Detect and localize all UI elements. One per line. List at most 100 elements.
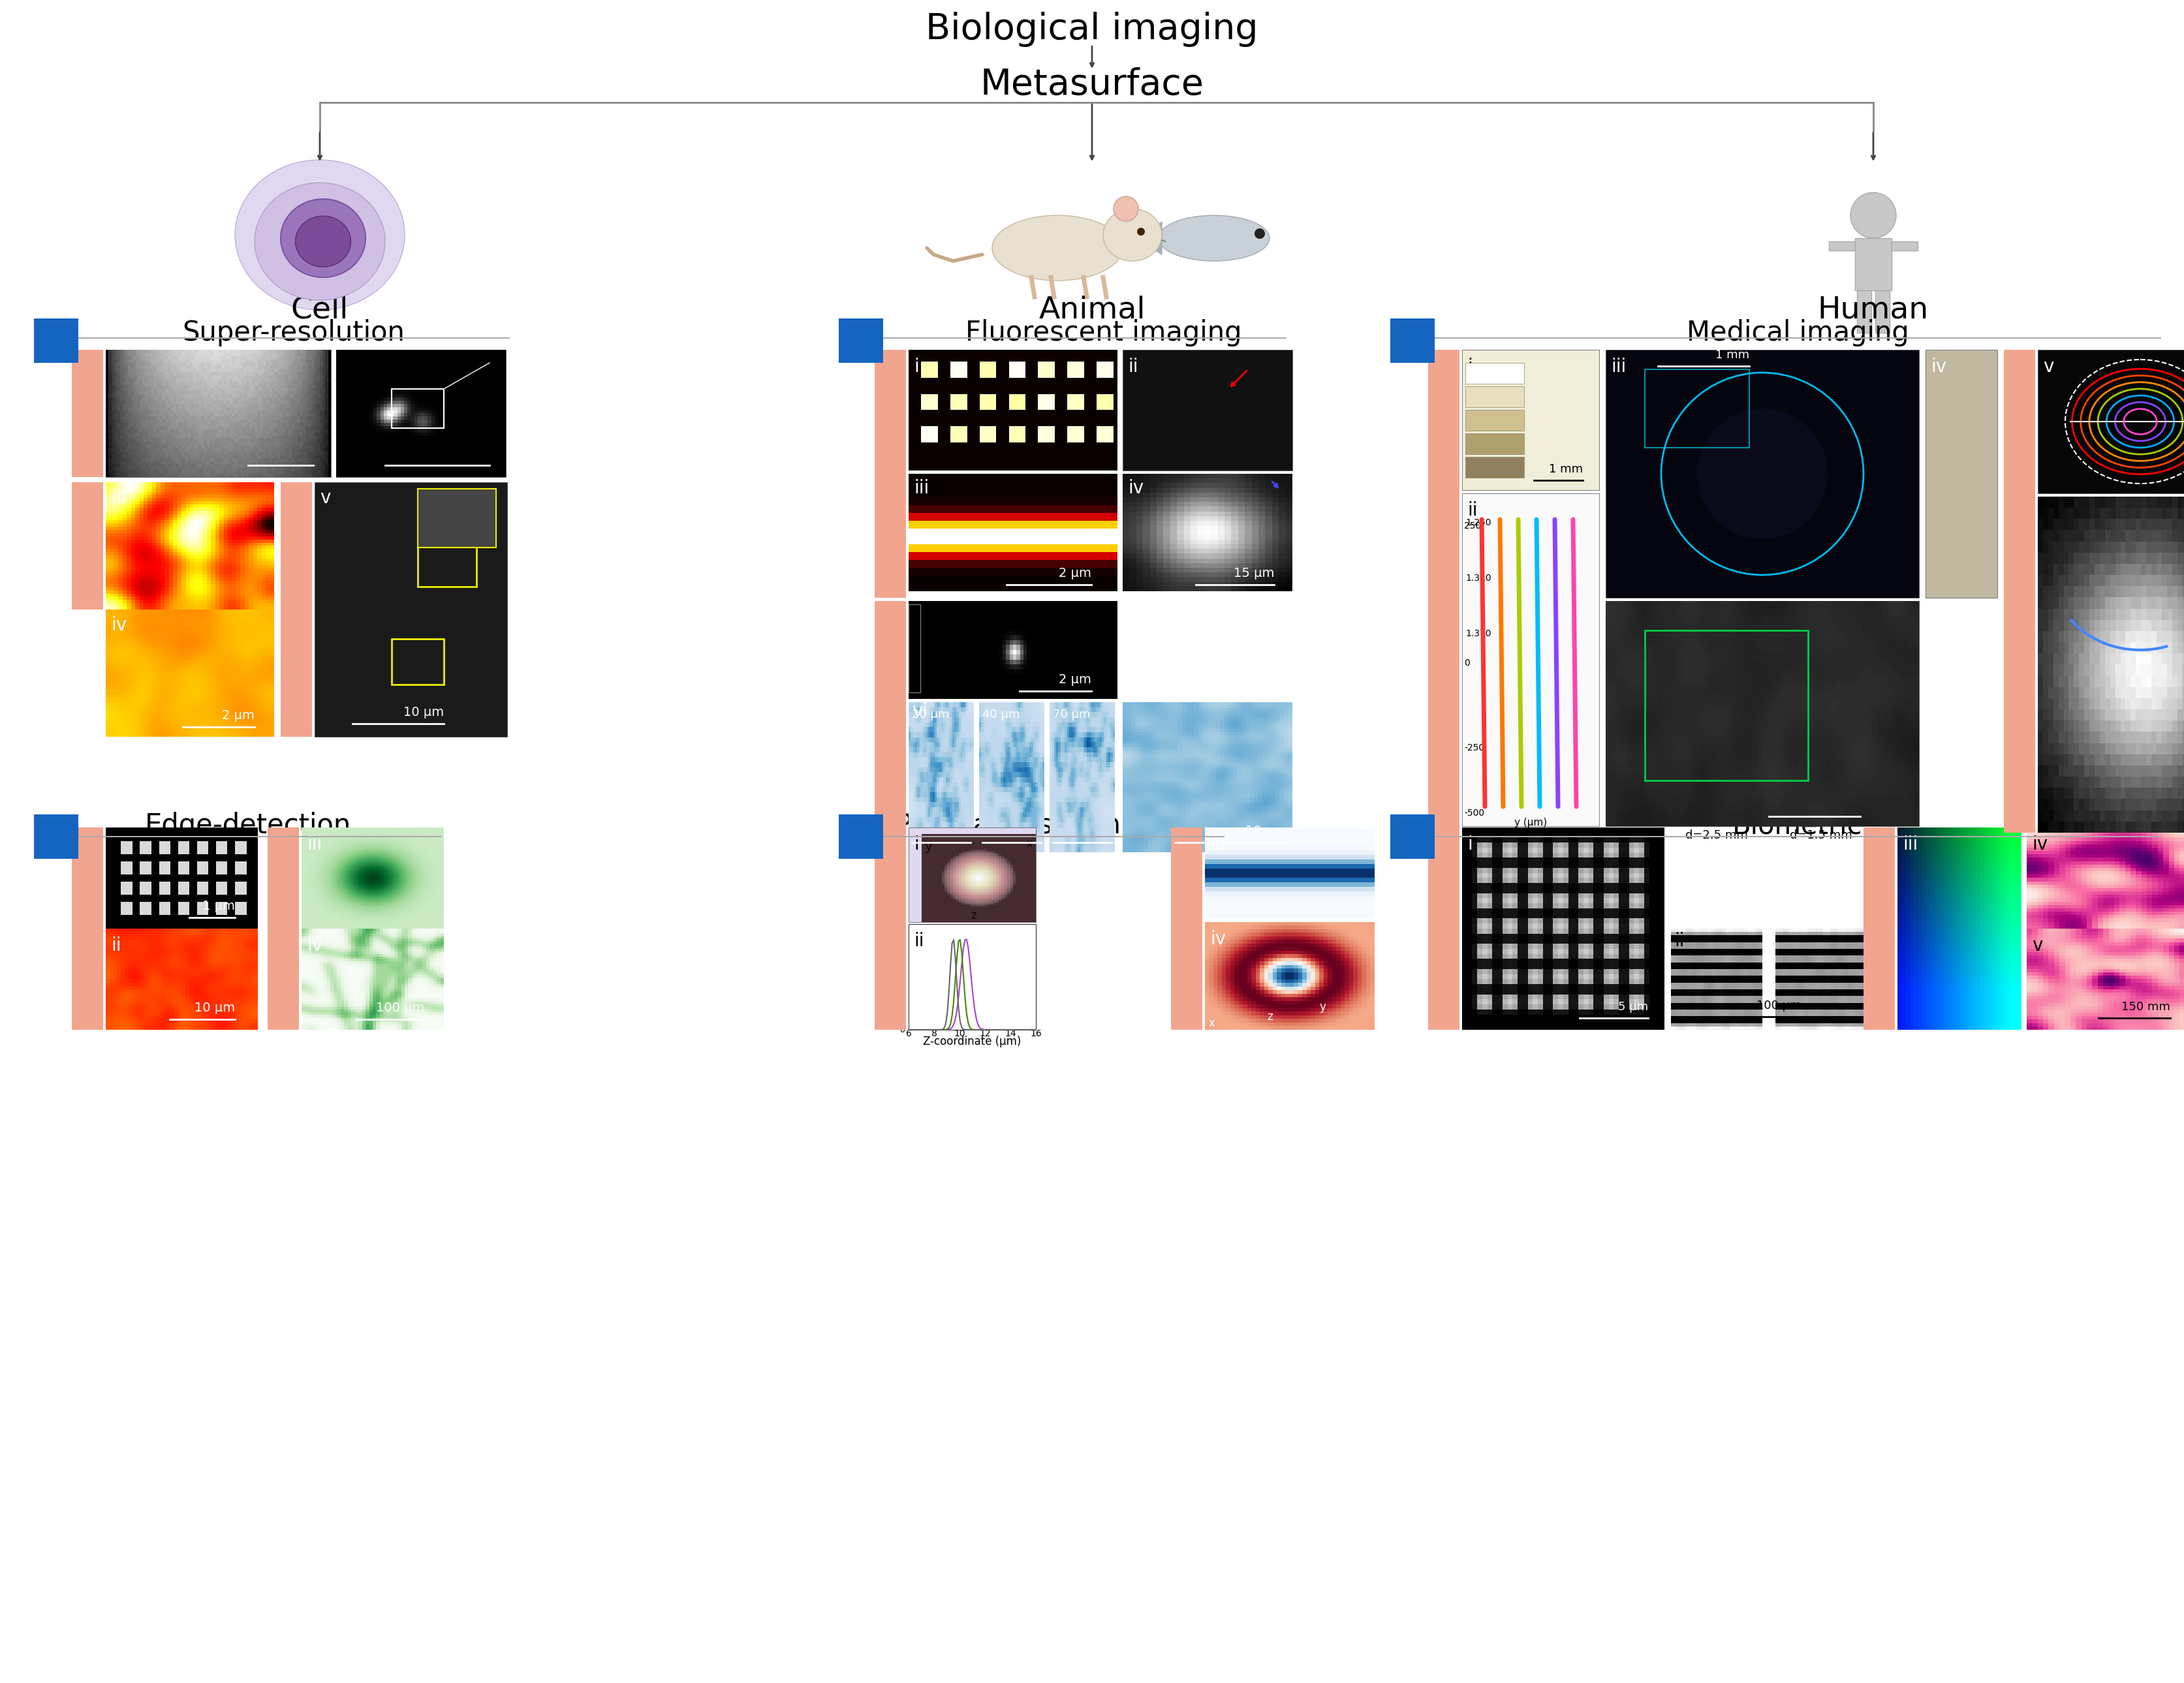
Text: 2 μm: 2 μm [1059,673,1092,687]
Bar [1465,411,1524,431]
Text: 5 μm: 5 μm [456,448,489,459]
Bar [1391,318,1435,364]
Text: e: e [1402,327,1422,355]
Bar [874,601,906,852]
Text: z: z [972,911,976,921]
Ellipse shape [256,183,384,300]
Bar [1461,350,1599,490]
Text: ii: ii [111,936,120,954]
Bar [391,640,443,685]
Text: Animal: Animal [1040,295,1144,325]
Text: v: v [913,609,924,628]
Text: i: i [1468,357,1472,375]
Text: v: v [2042,357,2053,375]
Bar [1926,350,1998,597]
Text: Phase contrast: Phase contrast [277,885,288,973]
Bar [909,604,919,692]
Text: 10 μm: 10 μm [194,1001,236,1015]
Text: 10: 10 [954,1028,965,1038]
Text: 1.370: 1.370 [1465,629,1492,638]
Bar [909,924,1035,1030]
Text: 1 mm: 1 mm [1714,348,1749,360]
Text: y (μm): y (μm) [1514,818,1546,828]
Text: Mucosa: Mucosa [1479,392,1509,401]
Circle shape [1138,227,1144,236]
Text: Facial recognition: Facial recognition [1874,882,1885,976]
Bar [2005,350,2035,833]
Text: v: v [2031,936,2042,954]
Circle shape [1697,409,1828,539]
Bar [35,815,79,858]
Bar [1465,456,1524,478]
Text: Needle beam: Needle beam [1182,889,1192,968]
Text: Biological imaging: Biological imaging [926,12,1258,47]
Text: 0: 0 [900,1025,904,1033]
Text: Submucosa: Submucosa [1472,463,1518,471]
Bar [72,828,103,1030]
Text: z (μm): z (μm) [1433,643,1444,677]
Text: a: a [46,327,66,355]
Text: 100 μm: 100 μm [376,1001,424,1015]
Text: z: z [1267,1011,1273,1023]
Text: 14: 14 [1005,1028,1016,1038]
Bar [1428,828,1459,1030]
Text: Metasurface: Metasurface [981,67,1203,103]
Text: 2 μm: 2 μm [223,709,256,722]
Bar [1645,631,1808,781]
Bar [314,483,507,737]
Circle shape [1850,192,1896,239]
Bar [1891,241,1918,251]
Bar [909,828,1035,922]
Text: iv: iv [1127,480,1144,496]
Text: Endoscopic OCT: Endoscopic OCT [1437,544,1450,638]
Text: Achromatic imaging: Achromatic imaging [885,870,895,988]
Text: Light sheet: Light sheet [885,438,895,510]
Text: iv: iv [1612,609,1627,628]
Text: 0: 0 [1463,658,1470,668]
Text: d: d [850,823,871,850]
Text: 1: 1 [900,934,904,942]
Text: x: x [1208,1017,1214,1028]
Text: 70 μm: 70 μm [1053,709,1090,720]
Text: 0.5 mm: 0.5 mm [1815,799,1861,811]
Text: iv: iv [111,616,127,634]
Bar [874,828,906,1030]
Ellipse shape [282,199,365,278]
Text: Floc: Floc [1487,416,1503,424]
Text: Medical imaging: Medical imaging [1686,320,1909,347]
Text: 150 mm: 150 mm [2121,1001,2171,1013]
Text: y: y [926,842,930,853]
Bar [1171,828,1203,1030]
Text: iv: iv [1210,931,1225,948]
Text: ii: ii [1468,502,1476,520]
Text: SIM: SIM [81,534,94,559]
Bar [336,350,507,476]
Text: Sheath: Sheath [1481,369,1509,377]
Text: 5 μm: 5 μm [1618,1001,1649,1013]
Text: Isotropic-DIC: Isotropic-DIC [81,889,94,969]
Text: MRI: MRI [2014,577,2027,604]
Text: 0: 0 [911,682,917,692]
Bar [839,318,882,364]
Bar [1428,350,1459,833]
Text: Photoacoustic microscope: Photoacoustic microscope [895,811,1249,840]
Text: d=2.5 mm: d=2.5 mm [1686,830,1747,842]
Text: Biometric: Biometric [1732,811,1863,840]
Ellipse shape [236,160,404,310]
Bar [1465,433,1524,454]
Ellipse shape [295,215,352,268]
Text: 500 nm: 500 nm [264,448,312,459]
Bar [72,350,103,476]
Text: LSPR metasurface: LSPR metasurface [290,555,301,663]
Text: 6: 6 [906,1028,911,1038]
Bar [282,483,312,737]
Ellipse shape [992,215,1123,281]
Text: i: i [1468,835,1472,853]
Text: vi: vi [913,702,928,720]
Text: Super-resolution: Super-resolution [183,320,404,347]
Bar [1461,493,1599,826]
Text: iii: iii [1902,835,1918,853]
Text: 1: 1 [911,606,917,616]
Text: c: c [852,327,869,355]
Text: v: v [319,488,330,507]
